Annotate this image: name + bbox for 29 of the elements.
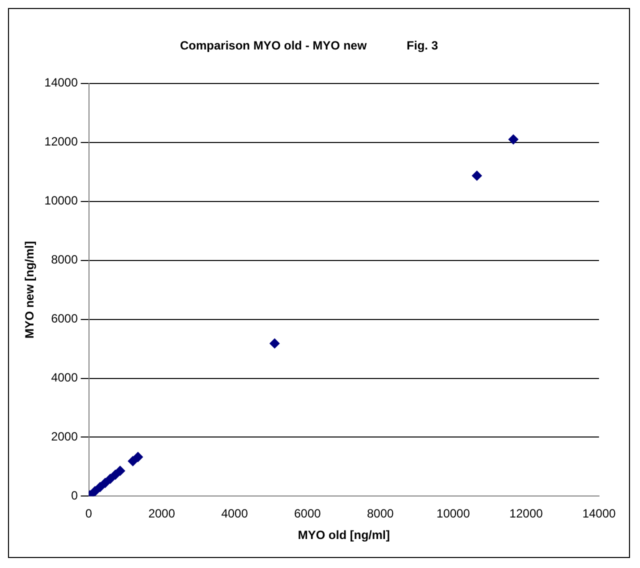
- y-tick-label: 10000: [44, 194, 78, 208]
- x-tick-label: 10000: [436, 506, 470, 521]
- point: [95, 482, 106, 492]
- y-tick-label: 8000: [51, 252, 78, 267]
- point: [115, 466, 126, 476]
- y-tick-label: 6000: [51, 312, 78, 326]
- x-tick-label: 4000: [221, 506, 248, 521]
- point: [132, 452, 143, 462]
- chart-title: Comparison MYO old - MYO new Fig. 3: [180, 38, 438, 53]
- y-tick-label: 0: [71, 488, 78, 503]
- point: [472, 170, 482, 181]
- y-tick-label: 4000: [51, 370, 78, 385]
- x-tick-label: 2000: [148, 506, 176, 521]
- point: [105, 474, 116, 484]
- y-axis-title: MYO new [ng/ml]: [22, 241, 37, 338]
- x-axis-title: MYO old [ng/ml]: [298, 528, 390, 542]
- x-tick-label: 12000: [509, 506, 544, 521]
- y-tick-label: 2000: [51, 430, 78, 444]
- y-tick-label: 12000: [44, 134, 78, 149]
- point: [508, 134, 518, 144]
- y-tick-label: 14000: [44, 76, 78, 90]
- x-tick-label: 6000: [294, 506, 322, 521]
- point: [128, 456, 138, 466]
- point: [100, 478, 110, 488]
- x-tick-label: 0: [85, 506, 92, 521]
- point: [90, 486, 100, 496]
- x-tick-label: 14000: [582, 506, 616, 521]
- point: [270, 338, 280, 348]
- x-tick-label: 8000: [366, 506, 394, 521]
